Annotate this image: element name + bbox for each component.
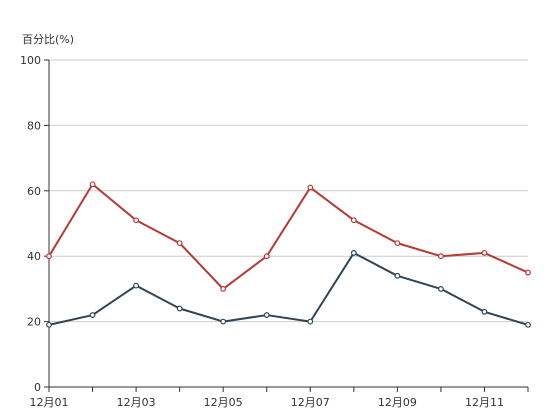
data-point-series-2 <box>220 318 227 325</box>
axes <box>44 59 529 392</box>
data-point-series-1 <box>220 286 227 292</box>
data-point-series-2 <box>307 318 314 325</box>
series-line-1 <box>48 183 529 290</box>
x-tick-label: 12月05 <box>204 396 243 409</box>
x-tick-label: 12月07 <box>291 396 330 409</box>
data-point-series-2 <box>438 286 444 292</box>
data-point-series-2 <box>263 312 270 318</box>
data-point-series-1 <box>481 250 488 256</box>
data-point-series-1 <box>89 181 96 188</box>
data-point-series-1 <box>438 253 444 260</box>
data-point-series-1 <box>394 240 401 247</box>
y-tick-label: 0 <box>34 381 41 394</box>
grid-lines <box>49 59 528 323</box>
y-tick-label: 60 <box>27 185 41 198</box>
data-point-series-1 <box>350 217 357 224</box>
series-line-2 <box>48 251 529 326</box>
data-points <box>46 181 531 328</box>
data-point-series-1 <box>46 253 52 260</box>
y-axis-title: 百分比(%) <box>22 33 74 46</box>
data-point-series-1 <box>133 217 139 224</box>
data-point-series-2 <box>176 305 183 312</box>
data-point-series-1 <box>176 240 183 247</box>
y-tick-label: 80 <box>27 119 41 132</box>
data-point-series-2 <box>133 282 139 289</box>
data-point-series-1 <box>525 269 531 276</box>
y-tick-label: 20 <box>27 316 41 329</box>
data-point-series-1 <box>263 253 270 260</box>
data-point-series-2 <box>89 312 96 318</box>
x-tick-label: 12月01 <box>30 396 69 409</box>
tick-labels: 0 20 40 60 80 100 12月01 12月03 12月05 12月07 12月09 12月… <box>20 54 504 409</box>
data-point-series-2 <box>46 321 52 328</box>
x-tick-label: 12月03 <box>117 396 156 409</box>
x-tick-label: 12月09 <box>378 396 417 409</box>
data-point-series-2 <box>394 272 401 279</box>
x-tick-label: 12月11 <box>465 396 504 409</box>
y-tick-label: 100 <box>20 54 41 67</box>
data-point-series-2 <box>350 250 357 256</box>
y-tick-label: 40 <box>27 250 41 263</box>
data-point-series-2 <box>481 308 488 315</box>
series-lines <box>48 183 529 326</box>
data-point-series-2 <box>525 321 531 328</box>
data-point-series-1 <box>307 184 314 191</box>
